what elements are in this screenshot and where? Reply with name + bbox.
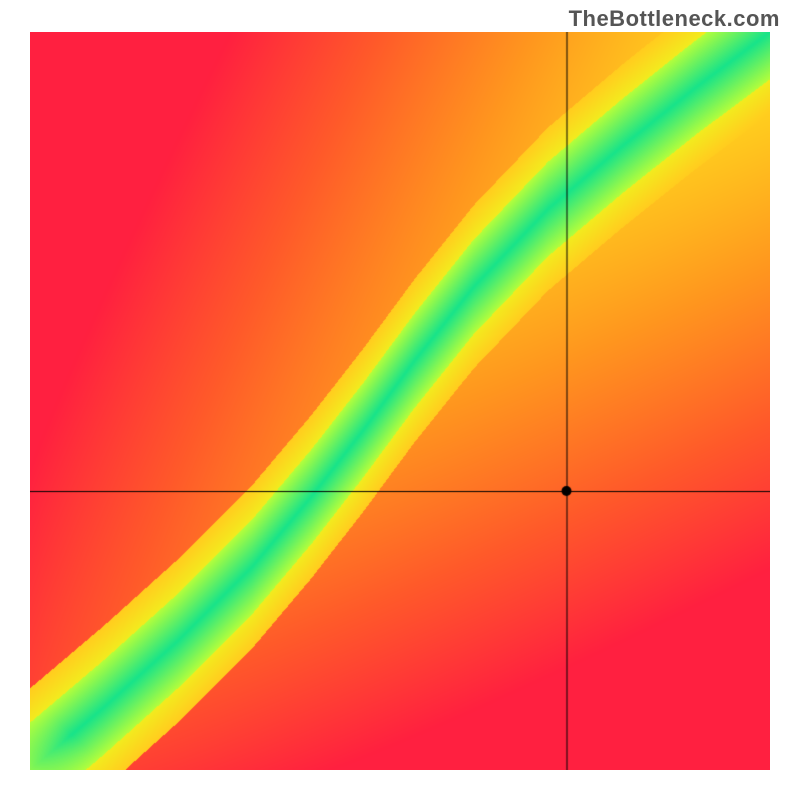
watermark-text: TheBottleneck.com (569, 6, 780, 32)
chart-container: TheBottleneck.com (0, 0, 800, 800)
heatmap-plot (30, 32, 770, 770)
heatmap-canvas (30, 32, 770, 770)
